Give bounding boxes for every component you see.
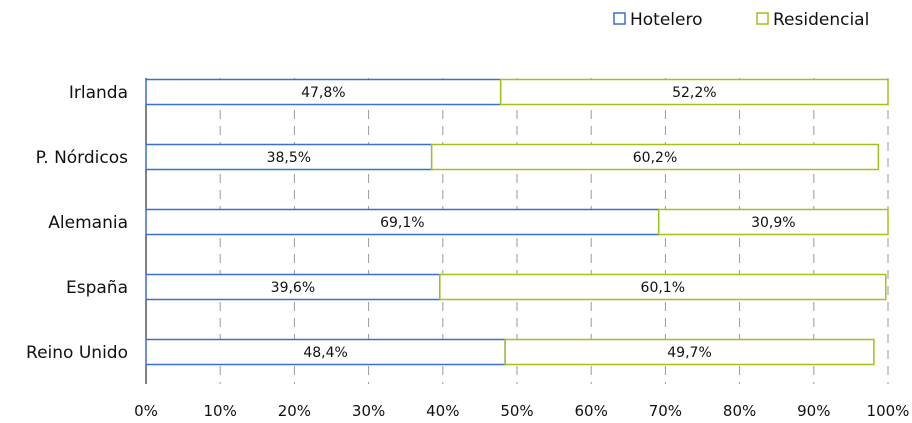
bar-data-label: 49,7% [667,345,711,361]
x-tick-label: 60% [575,402,608,420]
bar-data-label: 69,1% [380,215,424,231]
x-tick-label: 20% [278,402,311,420]
bar-data-label: 52,2% [672,85,716,101]
category-label: Irlanda [69,83,128,103]
bar-residencial [430,143,880,171]
legend-label: Hotelero [630,10,703,30]
x-tick-label: 70% [649,402,682,420]
bar-hotelero [145,338,506,366]
category-label: Alemania [48,213,128,233]
bar-data-label: 39,6% [271,280,315,296]
category-label: España [66,278,128,298]
x-tick-label: 80% [723,402,756,420]
category-label: Reino Unido [26,343,128,363]
bar-residencial [499,78,889,106]
legend-label: Residencial [773,10,869,30]
x-tick-labels: 0% 10% 20% 30% 40% 50% 60% 70% 80% 90% 100% [134,402,909,420]
x-tick-label: 100% [867,402,910,420]
legend-swatch-residencial [756,12,769,25]
category-labels: Irlanda P. Nórdicos Alemania España Reino Un… [26,83,128,363]
bar-hotelero [145,208,660,236]
bar-data-label: 60,2% [633,150,677,166]
bar-data-label: 60,1% [641,280,685,296]
bars: 47,8% 52,2% 38,5% 60,2% 69,1% 30,9% 39,6% 60,1%… [145,78,889,366]
x-tick-label: 10% [204,402,237,420]
bar-residencial [504,338,875,366]
legend-swatch-hotelero [613,12,626,25]
bar-data-label: 48,4% [303,345,347,361]
legend: Hotelero Residencial [613,10,869,30]
x-tick-label: 40% [426,402,459,420]
x-tick-label: 0% [134,402,158,420]
bar-hotelero [145,273,441,301]
x-tick-label: 50% [500,402,533,420]
bar-data-label: 30,9% [751,215,795,231]
bar-residencial [439,273,887,301]
bar-data-label: 38,5% [267,150,311,166]
x-tick-label: 90% [797,402,830,420]
bar-residencial [657,208,889,236]
x-tick-label: 30% [352,402,385,420]
category-label: P. Nórdicos [36,148,128,168]
bar-data-label: 47,8% [301,85,345,101]
